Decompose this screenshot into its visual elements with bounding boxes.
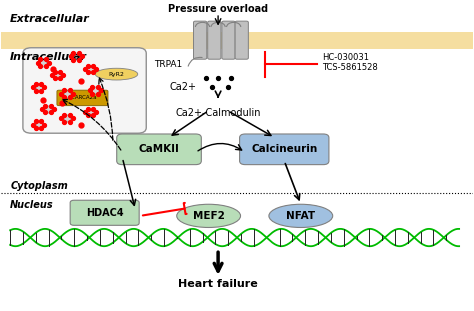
Text: NFAT: NFAT bbox=[286, 211, 315, 221]
Text: TRPA1: TRPA1 bbox=[155, 60, 182, 69]
Text: Intracellular: Intracellular bbox=[10, 52, 87, 62]
FancyBboxPatch shape bbox=[23, 48, 146, 133]
Text: Calcineurin: Calcineurin bbox=[251, 144, 318, 154]
Text: Ca2+-Calmodulin: Ca2+-Calmodulin bbox=[175, 108, 261, 118]
Text: Pressure overload: Pressure overload bbox=[168, 4, 268, 14]
Text: Heart failure: Heart failure bbox=[178, 279, 258, 289]
FancyBboxPatch shape bbox=[235, 21, 248, 59]
FancyBboxPatch shape bbox=[117, 134, 201, 165]
FancyBboxPatch shape bbox=[70, 200, 139, 225]
Text: Cytoplasm: Cytoplasm bbox=[10, 181, 68, 191]
Ellipse shape bbox=[95, 68, 138, 80]
Text: SEARCA2a: SEARCA2a bbox=[68, 95, 97, 100]
Ellipse shape bbox=[177, 204, 240, 227]
FancyBboxPatch shape bbox=[239, 134, 329, 165]
Text: RyR2: RyR2 bbox=[109, 72, 124, 77]
Text: Ca2+: Ca2+ bbox=[170, 82, 197, 92]
FancyBboxPatch shape bbox=[0, 32, 474, 49]
Text: MEF2: MEF2 bbox=[193, 211, 225, 221]
FancyBboxPatch shape bbox=[57, 90, 108, 106]
Text: HDAC4: HDAC4 bbox=[86, 208, 124, 218]
FancyBboxPatch shape bbox=[222, 21, 235, 59]
FancyBboxPatch shape bbox=[193, 21, 207, 59]
Text: Nucleus: Nucleus bbox=[10, 200, 54, 211]
Text: CaMKII: CaMKII bbox=[138, 144, 180, 154]
FancyBboxPatch shape bbox=[208, 21, 221, 59]
Text: HC-030031
TCS-5861528: HC-030031 TCS-5861528 bbox=[322, 53, 378, 72]
Text: Extracellular: Extracellular bbox=[10, 14, 90, 24]
Ellipse shape bbox=[269, 204, 333, 227]
